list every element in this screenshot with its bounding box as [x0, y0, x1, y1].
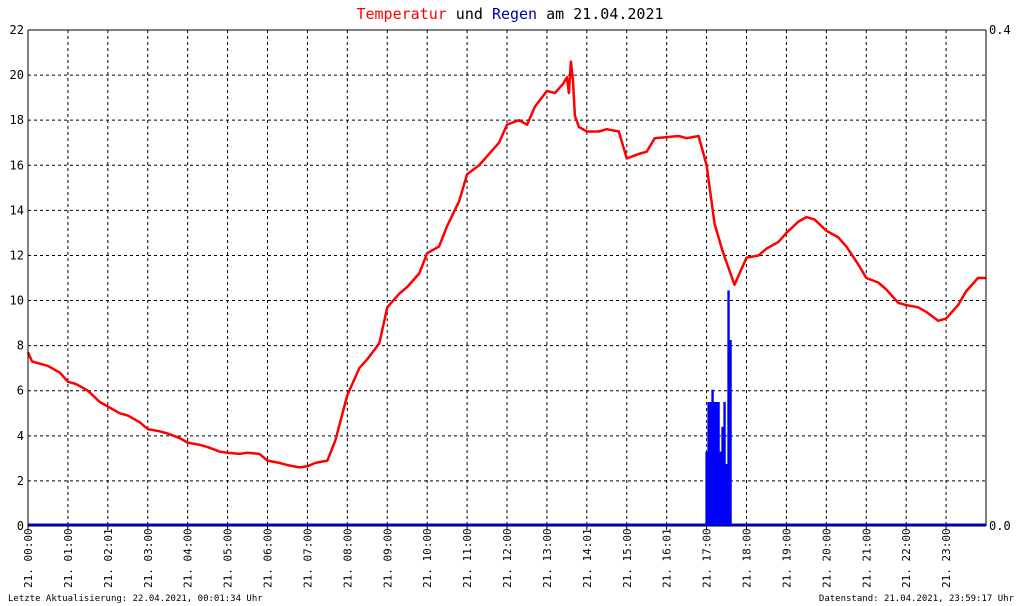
x-tick-labels: 21. 00:00 21. 01:00 21. 02:01 21. 03:00 21. …	[22, 528, 953, 588]
temperature-series	[26, 60, 986, 469]
y-left-tick-label-11: 22	[10, 23, 24, 37]
x-tick-label-1: 21. 01:00	[62, 528, 75, 588]
x-tick-label-12: 21. 12:00	[501, 528, 514, 588]
title-part-2: Regen	[492, 5, 537, 23]
x-tick-label-6: 21. 06:00	[262, 528, 275, 588]
y-left-tick-label-8: 16	[10, 158, 24, 172]
rain-bar-12	[729, 340, 732, 526]
x-tick-label-0: 21. 00:00	[22, 528, 35, 588]
rain-bar-10	[725, 464, 728, 526]
rain-bar-7	[719, 451, 722, 526]
temperature-line	[26, 60, 986, 469]
y-left-tick-label-10: 20	[10, 68, 24, 82]
x-tick-label-9: 21. 09:00	[381, 528, 394, 588]
title-part-0: Temperatur	[356, 5, 446, 23]
y-left-tick-label-2: 4	[17, 429, 24, 443]
x-tick-label-14: 21. 14:01	[581, 528, 594, 588]
rain-bar-11	[727, 290, 730, 526]
x-tick-label-18: 21. 18:00	[741, 528, 754, 588]
rain-bar-4	[713, 402, 716, 526]
y-left-tick-label-0: 0	[17, 519, 24, 533]
rain-bar-3	[711, 389, 714, 526]
chart-title: Temperatur und Regen am 21.04.2021	[356, 5, 663, 23]
footer-data-status: Datenstand: 21.04.2021, 23:59:17 Uhr	[819, 594, 1015, 604]
rain-bar-1	[707, 402, 710, 526]
x-tick-label-16: 21. 16:01	[661, 528, 674, 588]
y-left-tick-label-9: 18	[10, 113, 24, 127]
x-tick-label-5: 21. 05:00	[222, 528, 235, 588]
title-part-1: und	[447, 5, 492, 23]
x-tick-label-13: 21. 13:00	[541, 528, 554, 588]
footer-last-update: Letzte Aktualisierung: 22.04.2021, 00:01…	[8, 594, 263, 604]
y-left-tick-label-7: 14	[10, 203, 24, 217]
y-left-tick-label-3: 6	[17, 384, 24, 398]
rain-bar-8	[721, 426, 724, 526]
y-left-tick-label-1: 2	[17, 474, 24, 488]
x-tick-label-23: 21. 23:00	[940, 528, 953, 588]
title-part-3: am 21.04.2021	[537, 5, 663, 23]
x-tick-label-21: 21. 21:00	[860, 528, 873, 588]
x-tick-label-11: 21. 11:00	[461, 528, 474, 588]
y-right-tick-labels: 0.0 0.4	[989, 23, 1011, 533]
x-tick-label-17: 21. 17:00	[701, 528, 714, 588]
rain-bar-9	[723, 402, 726, 526]
y-left-tick-labels: 0 2 4 6 8 10 12 14 16 18 20 22	[10, 23, 24, 533]
x-tick-label-10: 21. 10:00	[421, 528, 434, 588]
y-left-tick-label-5: 10	[10, 294, 24, 308]
x-tick-label-22: 21. 22:00	[900, 528, 913, 588]
x-tick-label-4: 21. 04:00	[182, 528, 195, 588]
x-tick-label-2: 21. 02:01	[102, 528, 115, 588]
x-tick-label-3: 21. 03:00	[142, 528, 155, 588]
y-left-tick-label-6: 12	[10, 248, 24, 262]
axes	[27, 29, 987, 530]
rain-series	[28, 290, 986, 527]
rain-bar-5	[715, 402, 718, 526]
x-tick-label-19: 21. 19:00	[780, 528, 793, 588]
x-tick-label-15: 21. 15:00	[621, 528, 634, 588]
y-right-tick-label-1: 0.4	[989, 23, 1011, 37]
rain-bar-2	[709, 402, 712, 526]
rain-bar-0	[705, 451, 708, 526]
x-tick-label-7: 21. 07:00	[301, 528, 314, 588]
y-left-tick-label-4: 8	[17, 339, 24, 353]
x-tick-label-8: 21. 08:00	[341, 528, 354, 588]
x-tick-label-20: 21. 20:00	[820, 528, 833, 588]
y-right-tick-label-0: 0.0	[989, 519, 1011, 533]
rain-bar-6	[717, 402, 720, 526]
